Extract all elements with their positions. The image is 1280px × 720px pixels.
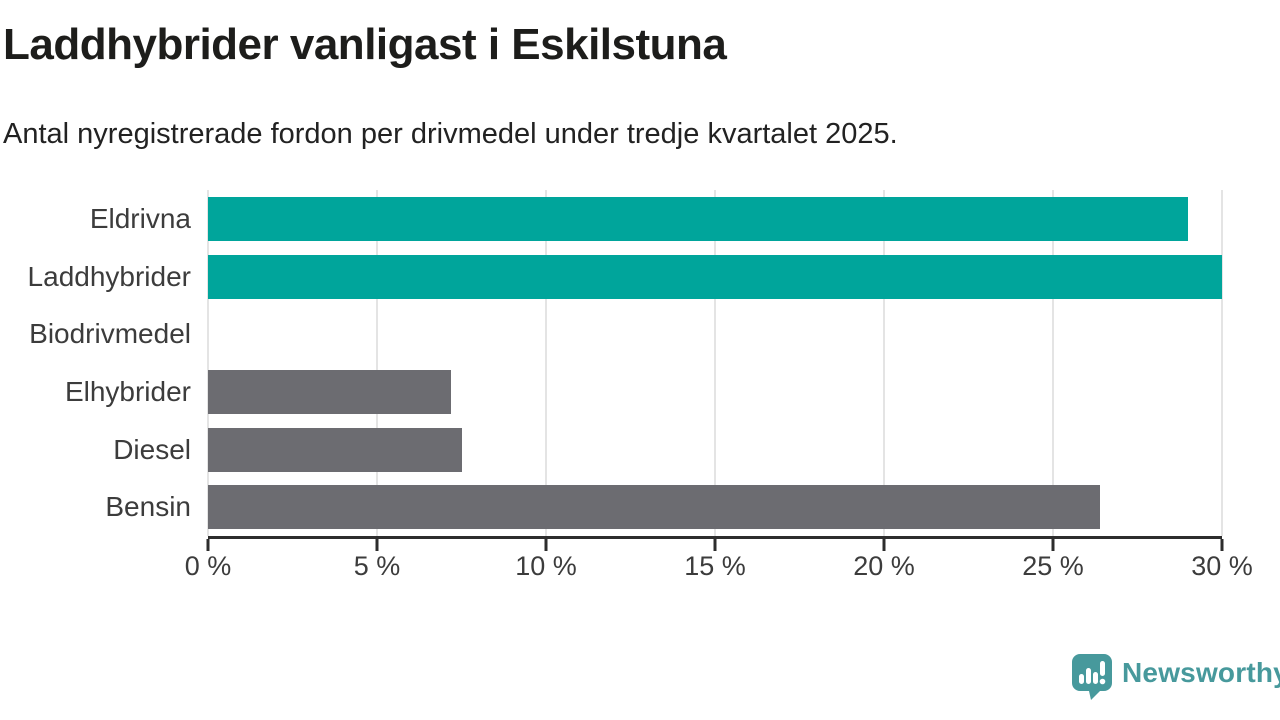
category-label: Diesel	[113, 433, 191, 465]
category-label: Laddhybrider	[27, 260, 191, 292]
x-axis-tick	[1220, 539, 1224, 551]
gridline	[1052, 190, 1054, 536]
x-axis-tick	[882, 539, 886, 551]
gridline	[545, 190, 547, 536]
bar	[208, 254, 1222, 299]
gridline	[376, 190, 378, 536]
bar	[208, 485, 1101, 530]
x-axis-tick	[1051, 539, 1055, 551]
x-axis-tick	[375, 539, 379, 551]
page-title: Laddhybrider vanligast i Eskilstuna	[3, 20, 727, 69]
x-axis-tick-label: 20 %	[853, 551, 915, 581]
category-label: Bensin	[105, 491, 191, 523]
x-axis: 0 % 5 % 10 % 15 % 20 % 25 % 30 %	[185, 536, 1253, 581]
gridline	[714, 190, 716, 536]
x-axis-tick-label: 10 %	[515, 551, 577, 581]
newsworthy-brand-text: Newsworthy	[1122, 657, 1280, 688]
gridline	[1221, 190, 1223, 536]
category-label: Eldrivna	[89, 202, 191, 234]
x-axis-tick-label: 5 %	[353, 551, 401, 581]
newsworthy-icon	[1071, 653, 1113, 700]
bar	[208, 196, 1189, 241]
x-axis-tick-label: 15 %	[684, 551, 746, 581]
x-axis-tick-label: 30 %	[1191, 551, 1253, 581]
category-label: Elhybrider	[64, 375, 191, 407]
newsworthy-logo[interactable]: Newsworthy	[1071, 653, 1280, 700]
bar	[208, 427, 462, 472]
category-label: Biodrivmedel	[29, 318, 191, 350]
chart-subtitle: Antal nyregistrerade fordon per drivmede…	[3, 118, 898, 150]
gridline	[883, 190, 885, 536]
plot-area: Eldrivna Laddhybrider Biodrivmedel Elhybrid…	[28, 190, 1223, 536]
x-axis-tick-label: 25 %	[1022, 551, 1084, 581]
bar	[208, 369, 452, 414]
x-axis-tick	[544, 539, 548, 551]
x-axis-tick	[713, 539, 717, 551]
x-axis-tick-label: 0 %	[184, 551, 232, 581]
gridline	[207, 190, 209, 536]
x-axis-tick	[206, 539, 210, 551]
